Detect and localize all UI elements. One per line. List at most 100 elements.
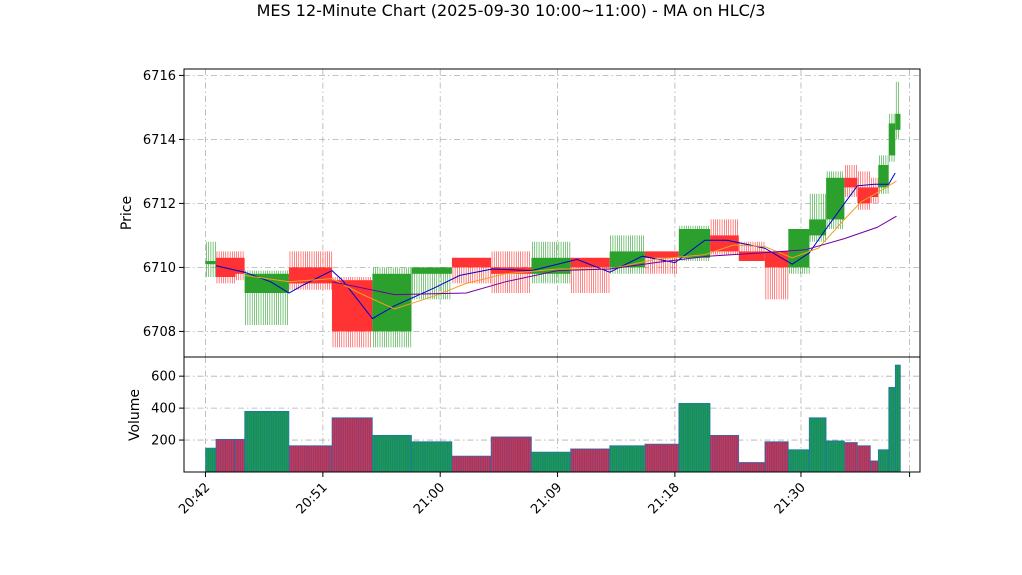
up-candle <box>205 241 216 277</box>
volume-bars <box>205 364 901 473</box>
candle-body <box>372 273 412 332</box>
volume-bar-body <box>844 442 858 473</box>
price-y-axis: 6708 6710 6712 6714 6716 <box>143 69 184 340</box>
candle-body <box>710 235 739 252</box>
volume-tick-label: 200 <box>151 434 176 449</box>
moving-average-line-ma_mid <box>244 180 897 310</box>
volume-bar-body <box>709 434 740 473</box>
up-candle <box>244 270 289 325</box>
volume-y-axis: 200 400 600 <box>151 370 184 449</box>
candle-body <box>215 257 236 277</box>
candle-body <box>451 257 492 268</box>
volume-bar <box>788 449 810 473</box>
down-candle <box>857 171 871 210</box>
volume-bar-body <box>857 445 871 473</box>
down-candle <box>331 277 373 348</box>
volume-bar <box>570 448 610 473</box>
price-tick-label: 6714 <box>143 133 176 148</box>
volume-bar-body <box>825 440 845 473</box>
down-candle <box>844 165 858 197</box>
volume-bar <box>244 411 290 473</box>
candle-body <box>235 257 245 274</box>
time-tick-label: 21:09 <box>528 480 565 517</box>
volume-bar-body <box>808 417 827 473</box>
up-candle <box>411 267 452 300</box>
volume-bar <box>738 462 766 473</box>
price-tick-label: 6708 <box>143 325 176 340</box>
down-candle <box>710 219 739 255</box>
volume-bar <box>288 445 333 473</box>
down-candle <box>451 257 492 284</box>
down-candle <box>235 251 245 281</box>
volume-tick-label: 600 <box>151 370 176 385</box>
volume-bar <box>870 460 879 473</box>
volume-bar <box>215 438 236 473</box>
time-tick-label: 20:42 <box>176 480 213 517</box>
volume-panel: 200 400 600 Volume <box>127 356 921 473</box>
up-candle <box>372 267 412 348</box>
volume-bar <box>894 364 901 473</box>
candle-body <box>870 187 879 197</box>
volume-bar-body <box>215 438 236 473</box>
candle-body <box>678 229 711 258</box>
price-panel-frame <box>183 68 921 358</box>
candle-body <box>888 123 896 156</box>
volume-bar <box>844 442 858 473</box>
down-candle <box>870 177 879 204</box>
volume-bar-body <box>331 417 373 473</box>
candle-body <box>205 261 216 265</box>
candle-body <box>244 273 289 293</box>
volume-bar <box>235 438 245 473</box>
volume-bar <box>877 449 890 473</box>
volume-bar <box>678 403 711 473</box>
volume-bar <box>644 443 680 473</box>
up-candle <box>895 81 901 140</box>
candle-body <box>570 257 610 268</box>
volume-bar <box>888 387 896 473</box>
volume-bar <box>372 434 412 473</box>
volume-bar <box>709 434 740 473</box>
volume-bar-body <box>888 387 896 473</box>
volume-bar-body <box>894 364 901 473</box>
volume-panel-frame <box>183 356 921 473</box>
volume-bar-body <box>490 436 532 473</box>
volume-axis-label: Volume <box>127 389 143 441</box>
time-tick-label: 20:51 <box>294 480 331 517</box>
moving-average-line-ma_slow <box>331 215 897 296</box>
candle-body <box>809 219 827 236</box>
time-tick-label: 21:18 <box>646 480 683 517</box>
volume-bar-body <box>678 403 711 473</box>
volume-bar-body <box>244 411 290 473</box>
candle-body <box>491 267 532 274</box>
moving-average-line-ma_fast <box>215 172 896 320</box>
up-candle <box>888 113 896 162</box>
candle-body <box>738 251 765 261</box>
volume-bar <box>825 440 845 473</box>
volume-bar <box>331 417 373 473</box>
time-tick-label: 21:30 <box>772 480 809 517</box>
price-grid <box>184 69 920 357</box>
down-candle <box>570 257 610 293</box>
candle-body <box>895 113 901 130</box>
down-candle <box>764 251 789 300</box>
moving-average-lines <box>215 172 897 320</box>
time-tick-label: 21:00 <box>411 480 448 517</box>
candle-body <box>644 251 679 258</box>
candle-body <box>788 229 810 268</box>
volume-tick-label: 400 <box>151 402 176 417</box>
down-candle <box>215 251 236 284</box>
candle-body <box>826 177 845 220</box>
candle-body <box>331 280 373 332</box>
candle-body <box>857 187 871 204</box>
candle-body <box>411 267 452 274</box>
volume-bar <box>451 455 492 473</box>
price-tick-label: 6716 <box>143 69 176 84</box>
volume-bar <box>411 441 453 473</box>
candle-body <box>764 251 789 268</box>
price-tick-label: 6710 <box>143 261 176 276</box>
volume-bar <box>764 441 789 473</box>
down-candle <box>738 241 765 261</box>
up-candle <box>809 193 827 242</box>
volume-bar <box>857 445 871 473</box>
